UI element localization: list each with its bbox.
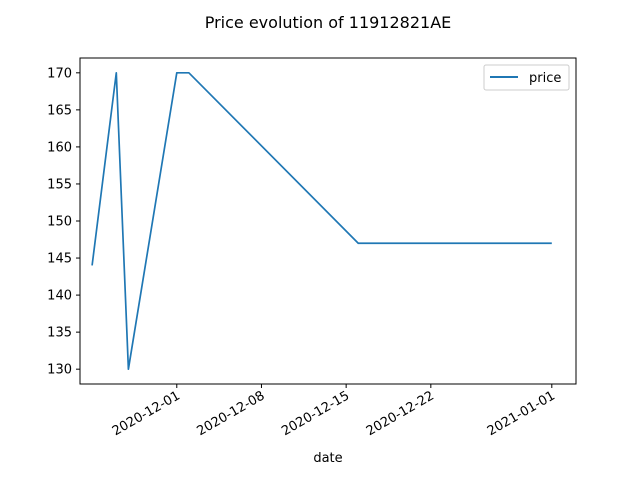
x-axis-label: date (313, 451, 342, 466)
y-tick-label-3: 145 (47, 252, 72, 267)
legend-label: price (529, 71, 561, 86)
y-tick-label-2: 140 (47, 289, 72, 304)
chart-title: Price evolution of 11912821AE (205, 13, 452, 32)
y-tick-label-7: 165 (47, 103, 72, 118)
y-tick-label-1: 135 (47, 326, 72, 341)
y-tick-label-4: 150 (47, 215, 72, 230)
y-tick-label-6: 160 (47, 140, 72, 155)
legend: price (483, 64, 570, 91)
y-tick-label-0: 130 (47, 363, 72, 378)
y-tick-label-8: 170 (47, 66, 72, 81)
y-tick-label-5: 155 (47, 177, 72, 192)
series-line-0 (91, 71, 552, 371)
legend-box (483, 64, 570, 91)
